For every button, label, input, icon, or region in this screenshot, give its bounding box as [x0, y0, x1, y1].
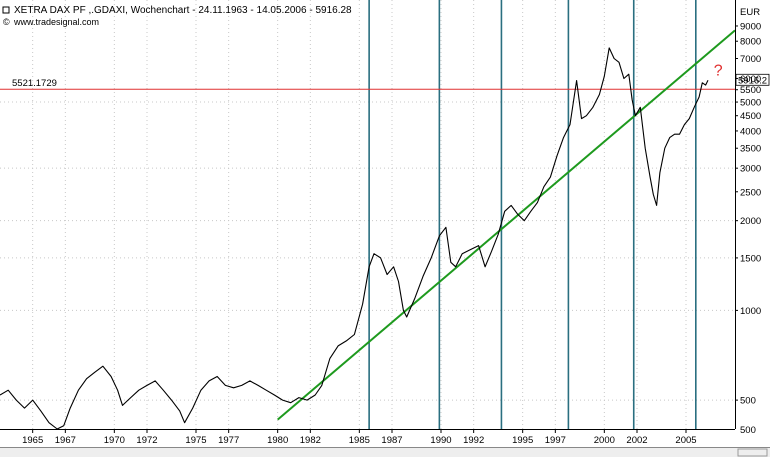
y-tick-label: 5500 — [740, 85, 761, 96]
copyright-icon: © — [3, 17, 10, 27]
x-tick-label: 2000 — [594, 435, 615, 446]
y-tick-label: 6000 — [740, 74, 761, 85]
vertical-marker-layer — [368, 0, 697, 429]
x-tick-label: 1992 — [463, 435, 484, 446]
grid-layer — [0, 0, 735, 429]
y-tick-label: 3500 — [740, 144, 761, 155]
y-tick-label: 1500 — [740, 253, 761, 264]
trendline — [277, 29, 736, 421]
x-tick-label: 1995 — [512, 435, 533, 446]
x-tick-label: 1975 — [185, 435, 206, 446]
y-tick-label: 7000 — [740, 54, 761, 65]
level-label: 5521.1729 — [12, 78, 57, 89]
x-tick-label: 2005 — [675, 435, 696, 446]
trendline-layer — [277, 29, 736, 421]
status-bar-cell — [737, 448, 768, 457]
y-tick-label-partial: 500 — [740, 425, 756, 436]
y-tick-label: 9000 — [740, 21, 761, 32]
x-tick-label: 1970 — [104, 435, 125, 446]
y-tick-label: 4500 — [740, 111, 761, 122]
x-tick-label: 1990 — [430, 435, 451, 446]
x-tick-label: 1965 — [22, 435, 43, 446]
level-layer: 5521.1729 — [0, 78, 735, 90]
question-mark-annotation: ? — [714, 62, 723, 79]
x-tick-label: 1987 — [381, 435, 402, 446]
x-tick-label: 2002 — [626, 435, 647, 446]
x-tick-label: 1972 — [136, 435, 157, 446]
chart-title: XETRA DAX PF ,.GDAXI, Wochenchart - 24.1… — [14, 5, 352, 16]
x-tick-label: 1967 — [55, 435, 76, 446]
y-tick-label: 8000 — [740, 37, 761, 48]
y-tick-label: 500 — [740, 396, 756, 407]
source-label: www.tradesignal.com — [13, 17, 99, 27]
status-bar — [0, 448, 770, 457]
y-tick-label: 2500 — [740, 187, 761, 198]
x-tick-label: 1982 — [300, 435, 321, 446]
price-series-line — [0, 47, 709, 430]
x-tick-label: 1985 — [349, 435, 370, 446]
y-tick-label: 5000 — [740, 98, 761, 109]
y-tick-label: 1000 — [740, 306, 761, 317]
y-tick-label: 2000 — [740, 216, 761, 227]
last-value-label: 5916.2 — [738, 75, 767, 86]
y-axis-label: EUR — [740, 7, 760, 18]
window-close-icon[interactable] — [2, 6, 10, 14]
series-layer — [0, 47, 709, 430]
y-tick-label: 4000 — [740, 126, 761, 137]
x-axis: 1965 1967 1970 1972 1975 1977 1980 1982 1985 1987… — [22, 429, 697, 446]
x-tick-label: 1980 — [267, 435, 288, 446]
x-tick-label: 1977 — [218, 435, 239, 446]
y-tick-label: 3000 — [740, 164, 761, 175]
x-tick-label: 1997 — [545, 435, 566, 446]
